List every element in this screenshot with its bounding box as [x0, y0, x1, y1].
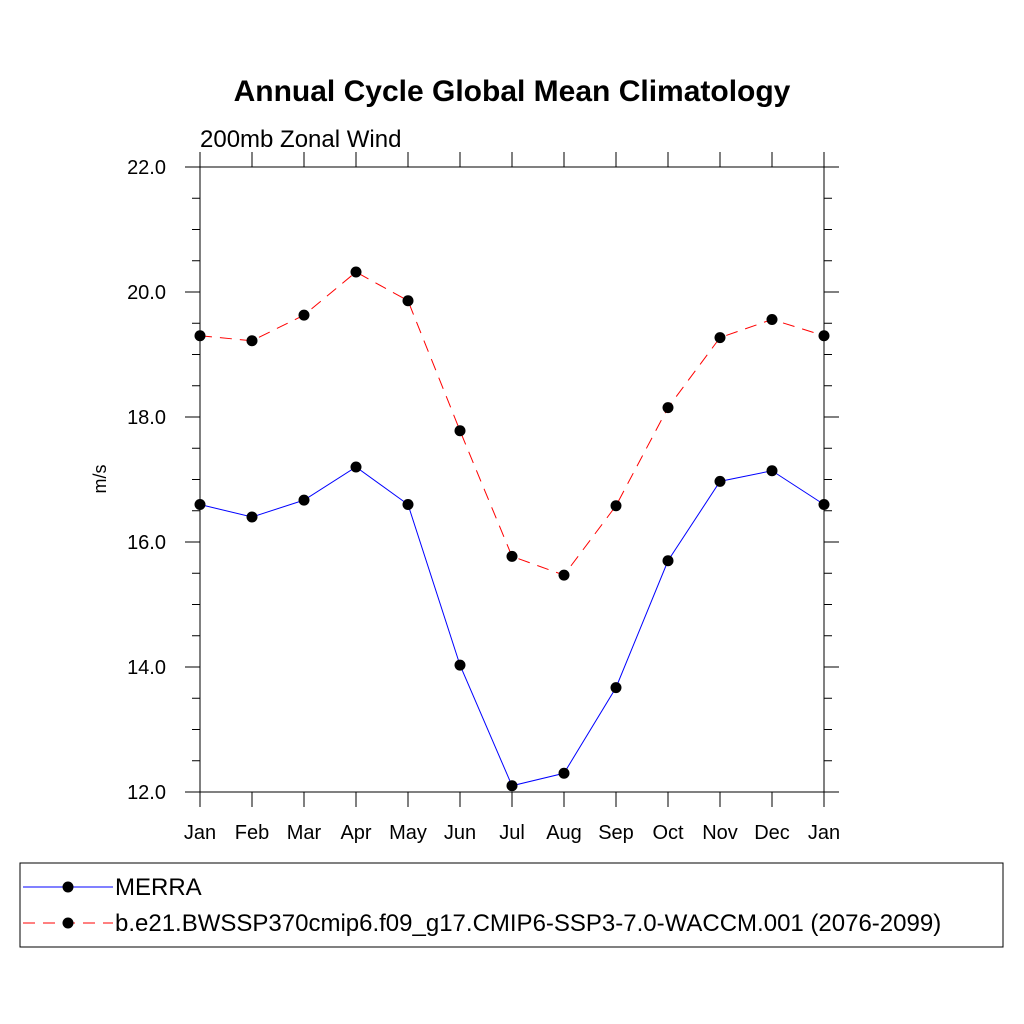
data-point [818, 499, 830, 510]
data-point [714, 332, 726, 344]
data-point [298, 494, 310, 506]
x-tick-label: Jun [444, 822, 476, 844]
legend-label-merra: MERRA [115, 874, 202, 901]
data-point [662, 555, 674, 567]
y-tick-label: 14.0 [127, 657, 166, 679]
x-tick-label: Dec [754, 822, 790, 844]
data-point [610, 682, 622, 694]
data-point [350, 266, 362, 278]
y-tick-label: 12.0 [127, 782, 166, 804]
data-point [818, 330, 830, 342]
axis-ticks [185, 152, 839, 807]
x-tick-label: Oct [652, 822, 684, 844]
x-tick-label: Apr [340, 822, 371, 844]
legend-label-waccm: b.e21.BWSSP370cmip6.f09_g17.CMIP6-SSP3-7… [115, 910, 941, 937]
y-tick-label: 16.0 [127, 532, 166, 554]
series-line-1 [199, 271, 825, 576]
data-point [454, 659, 466, 671]
chart-subtitle: 200mb Zonal Wind [200, 126, 401, 153]
series-lines [199, 271, 825, 787]
x-tick-label: May [389, 822, 427, 844]
y-axis-label: m/s [90, 465, 110, 494]
data-point [298, 309, 310, 321]
data-point [402, 295, 414, 307]
data-point [714, 475, 726, 487]
data-point [454, 425, 466, 437]
x-tick-label: Aug [546, 822, 582, 844]
series-points [194, 266, 830, 792]
x-tick-label: Feb [235, 822, 269, 844]
legend-box [19, 862, 1004, 948]
data-point [350, 461, 362, 473]
data-point [506, 550, 518, 562]
series-line-0 [199, 466, 825, 787]
x-tick-labels: Jan Feb Mar Apr May Jun Jul Aug Sep Oct Nov Dec Jan [184, 822, 840, 844]
x-tick-label: Jul [499, 822, 525, 844]
data-point [402, 499, 414, 510]
x-tick-label: Mar [287, 822, 322, 844]
y-tick-label: 20.0 [127, 282, 166, 304]
y-tick-label: 18.0 [127, 407, 166, 429]
data-point [194, 499, 206, 510]
data-point [246, 335, 258, 347]
x-tick-label: Jan [808, 822, 840, 844]
legend-marker-waccm [62, 917, 74, 929]
chart-title: Annual Cycle Global Mean Climatology [234, 75, 791, 108]
data-point [766, 465, 778, 477]
y-tick-label: 22.0 [127, 157, 166, 179]
data-point [506, 780, 518, 792]
x-tick-label: Nov [702, 822, 738, 844]
data-point [766, 314, 778, 325]
data-point [662, 402, 674, 414]
data-point [246, 511, 258, 523]
x-tick-label: Jan [184, 822, 216, 844]
x-tick-label: Sep [598, 822, 634, 844]
data-point [558, 767, 570, 779]
data-point [194, 330, 206, 342]
data-point [610, 500, 622, 512]
legend-marker-merra [62, 881, 74, 893]
data-point [558, 569, 570, 581]
y-tick-labels: 12.0 14.0 16.0 18.0 20.0 22.0 [127, 157, 166, 804]
